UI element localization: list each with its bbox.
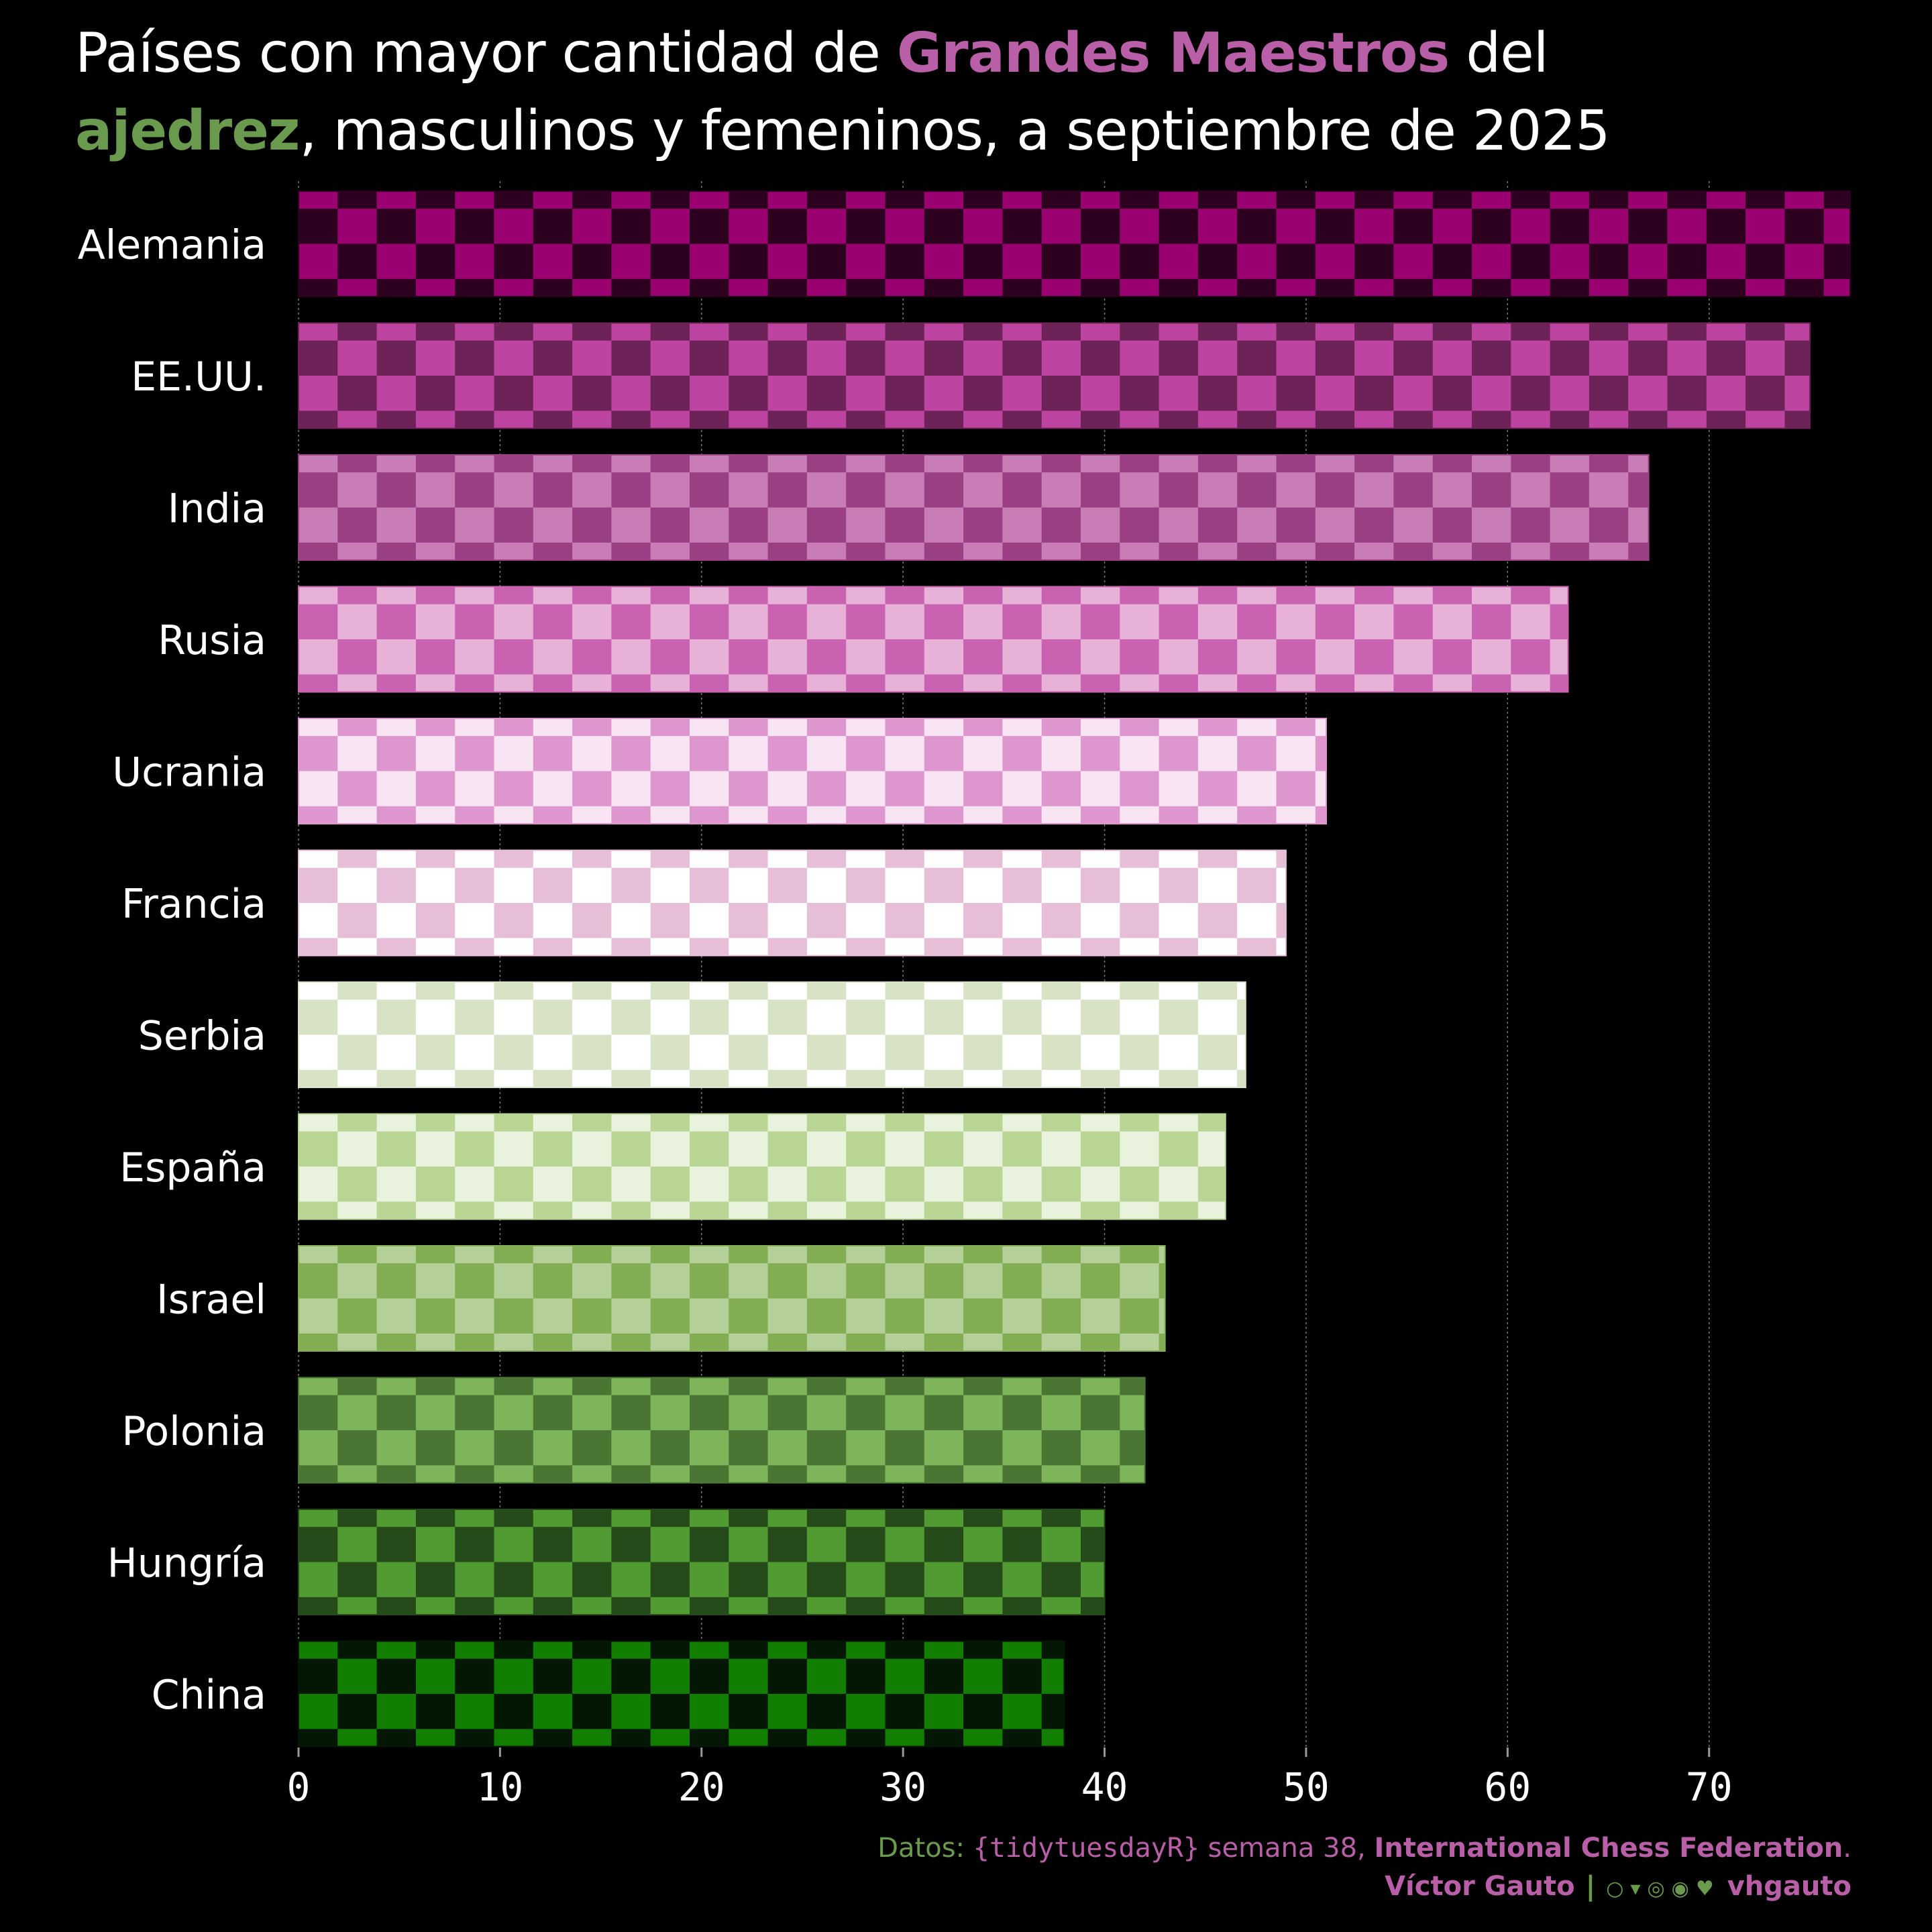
caption-period: . — [1843, 1833, 1851, 1864]
caption-week: semana 38, — [1199, 1833, 1375, 1864]
y-tick-label: Alemania — [78, 222, 266, 269]
title-line-2: ajedrez, masculinos y femeninos, a septi… — [75, 93, 1611, 170]
bar — [298, 1377, 1146, 1484]
caption-author: Víctor Gauto | ○▾◎◉♥ vhgauto — [1385, 1871, 1851, 1902]
x-axis: 0 10 20 30 40 50 60 70 — [287, 1748, 1733, 1810]
y-tick-label: Ucrania — [112, 749, 266, 796]
title-text-1: Países con mayor cantidad de — [75, 21, 897, 85]
caption-handle[interactable]: vhgauto — [1727, 1871, 1851, 1902]
y-tick-label: Serbia — [138, 1013, 266, 1060]
chart-title: Países con mayor cantidad de Grandes Mae… — [75, 15, 1611, 170]
bar — [298, 981, 1246, 1088]
title-highlight-grandmasters: Grandes Maestros — [896, 21, 1450, 85]
x-tick-label: 70 — [1686, 1764, 1733, 1810]
title-text-2: del — [1449, 21, 1548, 85]
caption-separator: | — [1585, 1871, 1596, 1902]
y-tick-label: EE.UU. — [131, 354, 266, 400]
y-tick-label: Hungría — [107, 1540, 266, 1587]
x-tick-label: 60 — [1484, 1764, 1531, 1810]
y-tick-label: Israel — [156, 1277, 266, 1324]
bar — [298, 718, 1327, 824]
y-axis-labels: Alemania EE.UU. India Rusia Ucrania Francia Se… — [78, 222, 266, 1719]
bar — [298, 1509, 1106, 1615]
y-tick-label: Rusia — [158, 617, 266, 664]
y-tick-label: España — [119, 1144, 266, 1191]
caption-author-name: Víctor Gauto — [1385, 1871, 1575, 1902]
bar — [298, 849, 1287, 957]
caption-organization: International Chess Federation — [1374, 1833, 1843, 1864]
social-icons: ○▾◎◉♥ — [1606, 1877, 1721, 1900]
x-tick-label: 20 — [678, 1764, 725, 1810]
caption-source: Datos: {tidytuesdayR} semana 38, Interna… — [877, 1833, 1851, 1864]
y-tick-label: China — [152, 1672, 266, 1719]
y-tick-label: Francia — [121, 881, 266, 928]
bar — [298, 1245, 1166, 1352]
title-text-3: , masculinos y femeninos, a septiembre d… — [299, 99, 1611, 163]
bar — [298, 586, 1569, 693]
x-tick-label: 0 — [287, 1764, 311, 1810]
title-highlight-chess: ajedrez — [75, 99, 301, 163]
y-tick-label: Polonia — [121, 1408, 266, 1455]
bars — [298, 191, 1851, 1748]
title-line-1: Países con mayor cantidad de Grandes Mae… — [75, 15, 1610, 93]
caption-source-package: {tidytuesdayR} — [973, 1833, 1199, 1864]
x-tick-label: 40 — [1081, 1764, 1128, 1810]
bar — [298, 191, 1851, 297]
y-tick-label: India — [168, 486, 266, 533]
bar — [298, 1113, 1226, 1220]
caption-datos-label: Datos: — [877, 1833, 973, 1864]
bar — [298, 322, 1811, 429]
x-tick-label: 10 — [476, 1764, 523, 1810]
bar — [298, 454, 1650, 561]
x-tick-label: 50 — [1283, 1764, 1330, 1810]
x-tick-label: 30 — [879, 1764, 926, 1810]
bar — [298, 1640, 1065, 1748]
